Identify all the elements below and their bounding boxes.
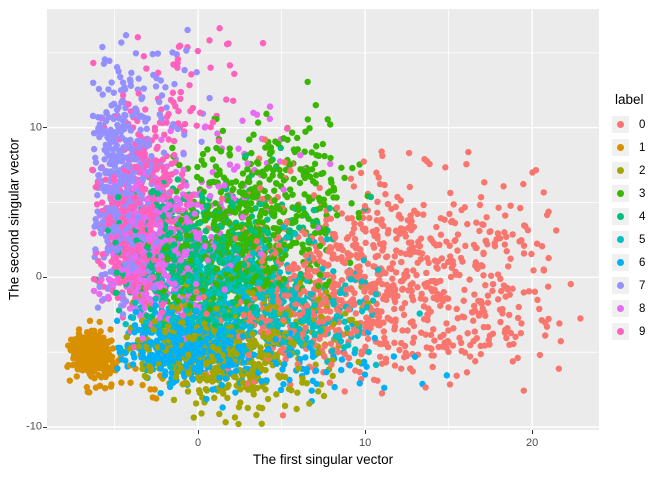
legend-item-label: 1 — [639, 141, 646, 154]
x-tick-mark — [531, 430, 533, 434]
legend-item-label: 7 — [639, 279, 646, 292]
legend-item-7: 7 — [612, 274, 645, 297]
legend-point-icon — [617, 328, 624, 335]
legend-item-label: 8 — [639, 302, 646, 315]
legend-point-icon — [617, 259, 624, 266]
legend-key-swatch — [612, 208, 629, 225]
legend-key-swatch — [612, 116, 629, 133]
legend-item-label: 0 — [639, 118, 646, 131]
legend-item-2: 2 — [612, 159, 645, 182]
legend-key-swatch — [612, 254, 629, 271]
y-tick-label: -10 — [26, 420, 42, 433]
legend-key-swatch — [612, 231, 629, 248]
legend-point-icon — [617, 190, 624, 197]
legend-item-4: 4 — [612, 205, 645, 228]
x-tick-mark — [197, 430, 199, 434]
legend-item-label: 2 — [639, 164, 646, 177]
legend-item-label: 6 — [639, 256, 646, 269]
y-tick-mark — [43, 276, 47, 278]
y-tick-mark — [43, 127, 47, 129]
legend-point-icon — [617, 236, 624, 243]
legend-key-swatch — [612, 277, 629, 294]
x-tick-label: 10 — [358, 437, 372, 449]
x-axis-title: The first singular vector — [252, 452, 394, 467]
legend-item-label: 3 — [639, 187, 646, 200]
legend-item-1: 1 — [612, 136, 645, 159]
legend-item-label: 9 — [639, 325, 646, 338]
legend-point-icon — [617, 167, 624, 174]
legend-item-9: 9 — [612, 320, 645, 343]
legend-key-swatch — [612, 185, 629, 202]
legend-item-label: 4 — [639, 210, 646, 223]
legend-item-6: 6 — [612, 251, 645, 274]
legend-item-3: 3 — [612, 182, 645, 205]
x-tick-label: 20 — [526, 437, 539, 449]
legend-item-0: 0 — [612, 113, 645, 136]
legend-point-icon — [617, 121, 624, 128]
legend-point-icon — [617, 144, 624, 151]
legend-point-icon — [617, 282, 624, 289]
legend-items: 0 1 2 3 4 5 6 7 8 9 — [612, 113, 645, 343]
legend-key-swatch — [612, 323, 629, 340]
plot-panel — [47, 9, 599, 430]
x-tick-label: 0 — [194, 437, 202, 449]
y-tick-label: 10 — [29, 121, 42, 134]
x-tick-mark — [364, 430, 366, 434]
legend-title: label — [615, 92, 644, 107]
legend-key-swatch — [612, 300, 629, 317]
legend-item-8: 8 — [612, 297, 645, 320]
y-tick-label: 0 — [35, 270, 42, 283]
legend-key-swatch — [612, 162, 629, 179]
legend-point-icon — [617, 305, 624, 312]
legend-point-icon — [617, 213, 624, 220]
scatter-canvas — [47, 9, 599, 430]
legend-key-swatch — [612, 139, 629, 156]
y-tick-mark — [43, 426, 47, 428]
legend-item-label: 5 — [639, 233, 646, 246]
legend: label 0 1 2 3 4 5 6 7 8 9 — [612, 92, 645, 343]
legend-item-5: 5 — [612, 228, 645, 251]
